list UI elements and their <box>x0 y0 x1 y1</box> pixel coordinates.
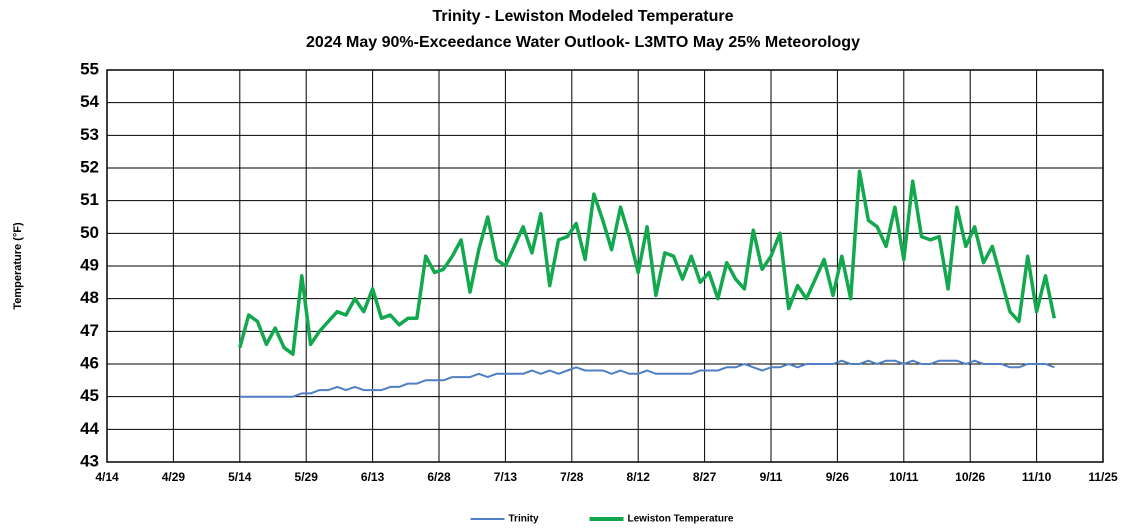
series-line <box>239 359 1055 398</box>
plot-frame <box>106 69 1104 463</box>
x-tick-label: 9/26 <box>826 470 850 484</box>
y-tick-label: 49 <box>80 255 99 274</box>
x-tick-label: 5/29 <box>295 470 319 484</box>
legend-item: Trinity <box>470 514 539 525</box>
x-tick-label: 8/12 <box>627 470 651 484</box>
y-tick-label: 52 <box>80 157 99 176</box>
y-tick-label: 45 <box>80 386 99 405</box>
x-tick-label: 4/14 <box>95 470 119 484</box>
y-axis-label: Temperature (°F) <box>12 222 24 310</box>
chart-subtitle: 2024 May 90%-Exceedance Water Outlook- L… <box>306 34 860 51</box>
y-tick-label: 54 <box>80 92 99 111</box>
x-tick-label: 11/10 <box>1022 470 1052 484</box>
y-tick-label: 44 <box>80 419 99 438</box>
x-tick-label: 8/27 <box>693 470 717 484</box>
y-tick-label: 47 <box>80 321 99 340</box>
x-tick-label: 5/14 <box>228 470 252 484</box>
legend-label: Lewiston Temperature <box>628 514 734 525</box>
y-tick-label: 43 <box>80 451 99 470</box>
x-tick-label: 4/29 <box>162 470 186 484</box>
y-tick-label: 50 <box>80 223 99 242</box>
y-tick-label: 55 <box>80 59 99 78</box>
y-tick-label: 51 <box>80 190 99 209</box>
x-tick-label: 7/28 <box>560 470 584 484</box>
x-tick-label: 6/13 <box>361 470 385 484</box>
legend-item: Lewiston Temperature <box>589 514 734 525</box>
y-tick-label: 48 <box>80 288 99 307</box>
x-tick-label: 6/28 <box>427 470 451 484</box>
legend-label: Trinity <box>509 514 539 525</box>
y-tick-label: 53 <box>80 125 99 144</box>
x-tick-label: 10/11 <box>889 470 919 484</box>
x-tick-label: 9/11 <box>760 470 783 484</box>
x-tick-label: 7/13 <box>494 470 518 484</box>
x-tick-label: 11/25 <box>1088 470 1118 484</box>
chart-title: Trinity - Lewiston Modeled Temperature <box>432 8 733 25</box>
x-tick-label: 10/26 <box>955 470 985 484</box>
series-line <box>238 169 1057 356</box>
y-tick-label: 46 <box>80 353 99 372</box>
